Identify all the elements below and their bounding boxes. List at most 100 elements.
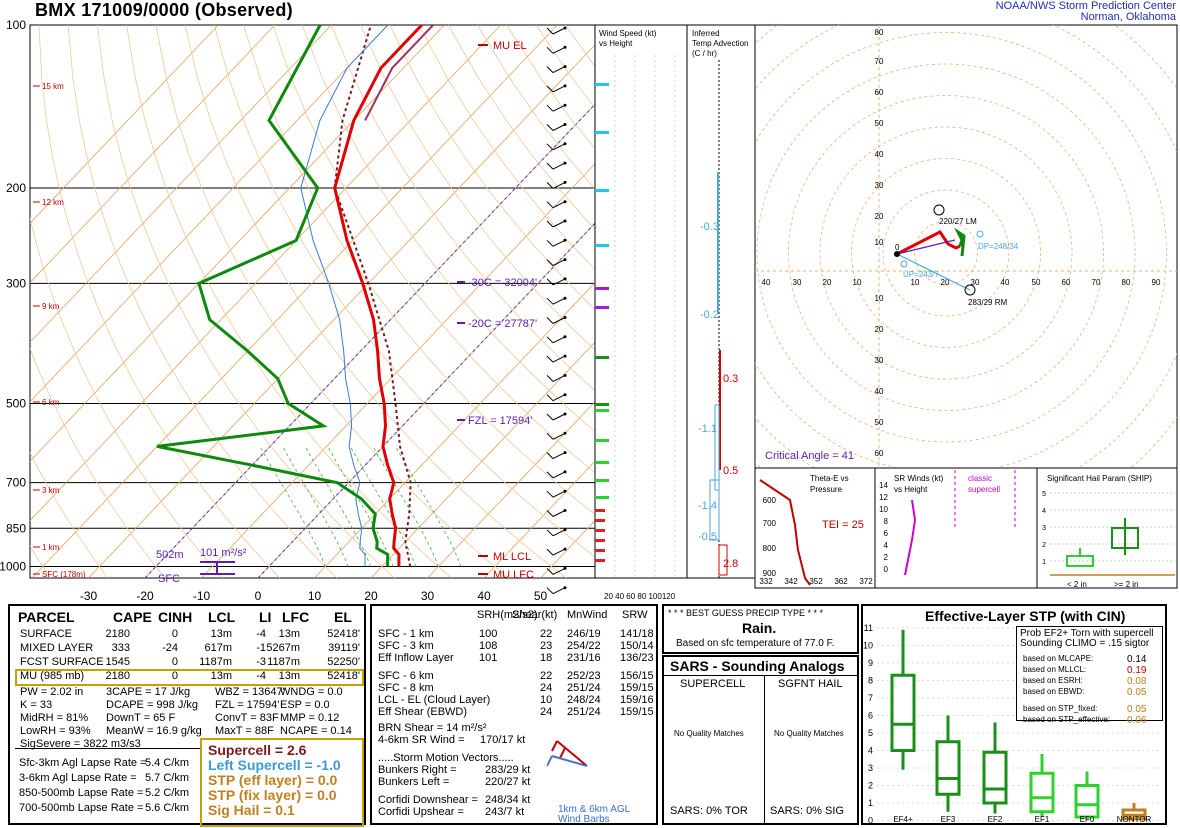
parcel-header: LCL (208, 609, 236, 625)
stp-box (935, 740, 961, 796)
hodo-ylabel: 30 (875, 356, 884, 365)
stp-prob-value: 0.05 (1127, 704, 1147, 715)
wind-barb-flag (546, 317, 554, 324)
wind-barb-flag (546, 239, 554, 247)
hodo-ylabel: 20 (875, 212, 884, 221)
hodo-ylabel: 10 (875, 294, 884, 303)
wind-panel-title-2: vs Height (599, 39, 633, 48)
hodo-ylabel: 30 (875, 181, 884, 190)
wind-barb (552, 413, 566, 421)
hodograph-labels: 40 30 20 10 10 20 30 40 50 60 70 80 90 80 70 60 50 40 30 20… (762, 28, 1161, 458)
parcel-cell: -4 (256, 670, 266, 682)
adv-title-2: Temp Advection (692, 39, 748, 48)
srw-46-label: 4-6km SR Wind = (378, 734, 465, 746)
parcel-cell: MU (985 mb) (20, 670, 85, 682)
zero-isotherm (257, 222, 595, 578)
hodo-vector (896, 253, 971, 291)
theta-title-1: Theta-E vs (810, 474, 849, 483)
hodo-rm-label: 283/29 RM (968, 298, 1007, 307)
org-line-2: Norman, Oklahoma (1080, 11, 1176, 23)
ship-ylabel: 2 (1042, 542, 1046, 549)
parcel-cell: 0 (171, 656, 178, 668)
wind-barb-flag (546, 394, 554, 402)
kin-shear: 18 (540, 652, 553, 664)
mu-lfc-label: MU LFC (493, 569, 534, 581)
parcel-stat: MMP = 0.12 (280, 712, 340, 724)
stp-box (890, 673, 916, 752)
dry-adiabat (243, 25, 595, 515)
parcel-cell: 13m (278, 670, 300, 682)
wind-barb-dot (563, 219, 567, 223)
motion-label: Corfidi Upshear = (378, 806, 464, 818)
srwind-label-2: supercell (968, 485, 1000, 494)
adv-bar-5 (718, 544, 728, 576)
lapse-value: 5.4 C/km (145, 757, 190, 769)
wind-barb (552, 529, 566, 537)
temp-labels: -30 -20 -10 0 10 20 30 40 50 (80, 589, 548, 600)
height-label: 3 km (42, 486, 60, 495)
wind-speed-bar (595, 287, 609, 290)
wind-barb-dot (563, 373, 567, 377)
wind-barb (552, 452, 566, 460)
hodo-ylabel: 50 (875, 418, 884, 427)
isotherm-line (30, 25, 332, 343)
wind-barb-flag (546, 278, 554, 286)
m20-isotherm (144, 103, 595, 578)
theta-ylabel: 600 (763, 496, 777, 505)
sfc-label: SFC (158, 573, 180, 585)
wind-barb (552, 548, 566, 556)
theta-xlabel: 372 (859, 577, 873, 586)
hodo-xlabel: 40 (1001, 278, 1010, 287)
wind-barb (552, 85, 566, 93)
pressure-label: 300 (6, 276, 26, 290)
parcel-cell: -3 (256, 656, 266, 668)
barbs-label-2: Wind Barbs (558, 814, 610, 825)
kin-label: LCL - EL (Cloud Layer) (378, 694, 491, 706)
critical-angle-label: Critical Angle = 41 (765, 450, 854, 462)
height-label: 6 km (42, 398, 60, 407)
stp-ylabel: 11 (864, 623, 873, 633)
wind-barb-flag (546, 452, 554, 459)
pressure-labels: 100 200 300 500 700 850 1000 (0, 18, 26, 574)
stp-box (982, 750, 1008, 805)
srwind-ylabel: 8 (884, 517, 889, 526)
moist-adiabat (372, 446, 439, 567)
parcel-cell: 39119' (328, 642, 360, 654)
stp-ylabel: 1 (868, 798, 873, 808)
pressure-label: 700 (6, 476, 26, 490)
hodo-xlabel: 90 (1152, 278, 1161, 287)
srwind-trace (904, 499, 917, 576)
srwind-ylabel: 4 (884, 541, 889, 550)
kin-header: Shear(kt) (512, 609, 558, 621)
temp-label: -20 (136, 589, 154, 600)
kin-header: MnWind (567, 609, 608, 621)
kin-mnwind: 252/23 (567, 670, 601, 682)
wind-barb-dot (563, 296, 567, 300)
parcel-cell: FCST SURFACE (20, 656, 104, 668)
dry-adiabat (184, 25, 567, 578)
sr-winds-panel (874, 467, 1038, 589)
temp-label: 20 (364, 589, 378, 600)
isotherm-line (314, 282, 595, 578)
wind-barb-dot (563, 470, 567, 474)
lapse-label: 3-6km Agl Lapse Rate = (19, 772, 137, 784)
stp-xlabel: EF3 (941, 815, 956, 823)
stp-prob-value: 0.05 (1127, 687, 1147, 698)
theta-e-trace (759, 479, 811, 586)
parcel-cell: 1545 (105, 656, 130, 668)
stp-prob-value: 0.19 (1127, 665, 1147, 676)
wind-barb-dot (563, 547, 567, 551)
wind-barb-flag (546, 297, 554, 305)
motion-value: 283/29 kt (485, 764, 531, 776)
wind-barb-dot (563, 451, 567, 455)
isotherm-line (370, 341, 595, 578)
stp-xlabel: EF0 (1080, 815, 1095, 823)
lapse-value: 5.2 C/km (145, 787, 190, 799)
stp-prob-label: based on STP_fixed: (1023, 704, 1098, 713)
hodo-rm-marker (964, 284, 976, 296)
sars-h1: SUPERCELL (680, 678, 746, 690)
dry-adiabat (30, 347, 166, 578)
kin-label: Eff Shear (EBWD) (378, 706, 468, 718)
wind-barb-dot (563, 354, 567, 358)
hodo-ring (851, 158, 1041, 348)
